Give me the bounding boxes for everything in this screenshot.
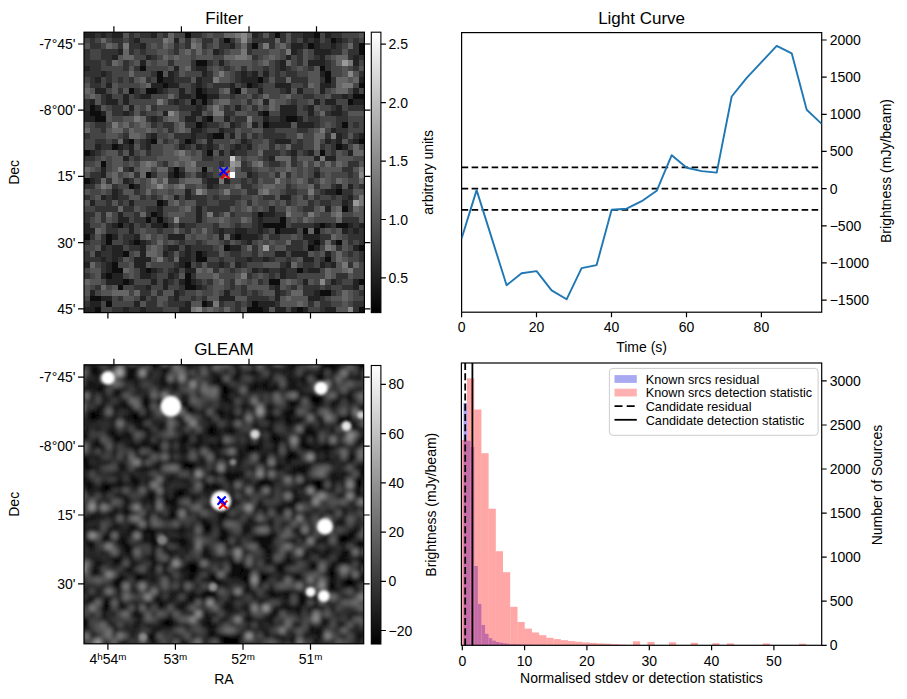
- svg-text:45': 45': [57, 301, 75, 317]
- svg-text:15': 15': [57, 507, 75, 523]
- svg-text:2000: 2000: [830, 32, 861, 48]
- svg-text:Known srcs residual: Known srcs residual: [646, 373, 760, 387]
- svg-text:10: 10: [517, 653, 533, 669]
- svg-text:-7°45': -7°45': [39, 36, 75, 52]
- svg-text:Dec: Dec: [6, 160, 22, 185]
- svg-text:0: 0: [458, 319, 466, 335]
- svg-text:3000: 3000: [830, 373, 861, 389]
- svg-text:1500: 1500: [830, 505, 861, 521]
- svg-text:0: 0: [389, 573, 397, 589]
- svg-text:Time (s): Time (s): [616, 339, 667, 355]
- svg-text:1000: 1000: [830, 106, 861, 122]
- svg-text:40: 40: [704, 653, 720, 669]
- svg-text:RA: RA: [214, 671, 234, 687]
- svg-text:Candidate detection statistic: Candidate detection statistic: [646, 414, 805, 428]
- svg-text:2.0: 2.0: [389, 95, 409, 111]
- svg-text:arbitrary units: arbitrary units: [421, 130, 437, 215]
- svg-text:0: 0: [458, 653, 466, 669]
- svg-text:1500: 1500: [830, 69, 861, 85]
- svg-text:−500: −500: [830, 218, 862, 234]
- svg-text:2.5: 2.5: [389, 36, 409, 52]
- svg-text:2000: 2000: [830, 461, 861, 477]
- svg-text:0.5: 0.5: [389, 270, 409, 286]
- svg-text:1.5: 1.5: [389, 153, 409, 169]
- svg-text:50: 50: [766, 653, 782, 669]
- svg-text:Number of Sources: Number of Sources: [869, 425, 885, 546]
- svg-text:40: 40: [389, 475, 405, 491]
- svg-text:0: 0: [830, 637, 838, 653]
- svg-text:60: 60: [679, 319, 695, 335]
- svg-text:60: 60: [389, 426, 405, 442]
- svg-text:2500: 2500: [830, 417, 861, 433]
- svg-text:Dec: Dec: [6, 492, 22, 517]
- svg-text:20: 20: [529, 319, 545, 335]
- svg-text:Known srcs detection statistic: Known srcs detection statistic: [646, 386, 813, 400]
- svg-text:30: 30: [642, 653, 658, 669]
- svg-text:Normalised stdev or detection: Normalised stdev or detection statistics: [520, 670, 763, 686]
- svg-text:Brightness (mJy/beam): Brightness (mJy/beam): [423, 433, 439, 577]
- svg-text:0: 0: [830, 181, 838, 197]
- svg-text:Filter: Filter: [205, 9, 243, 28]
- svg-text:20: 20: [579, 653, 595, 669]
- svg-text:30': 30': [57, 576, 75, 592]
- svg-text:-8°00': -8°00': [39, 438, 75, 454]
- svg-text:80: 80: [754, 319, 770, 335]
- svg-text:Brightness (mJy/beam): Brightness (mJy/beam): [878, 99, 894, 243]
- svg-text:−1000: −1000: [830, 255, 870, 271]
- svg-text:500: 500: [830, 593, 854, 609]
- svg-text:1.0: 1.0: [389, 212, 409, 228]
- svg-text:Candidate residual: Candidate residual: [646, 400, 752, 414]
- svg-text:20: 20: [389, 524, 405, 540]
- svg-text:−20: −20: [389, 623, 413, 639]
- svg-text:80: 80: [389, 376, 405, 392]
- svg-text:40: 40: [604, 319, 620, 335]
- svg-text:30': 30': [57, 235, 75, 251]
- svg-text:GLEAM: GLEAM: [194, 340, 254, 359]
- svg-text:500: 500: [830, 143, 854, 159]
- svg-text:1000: 1000: [830, 549, 861, 565]
- svg-text:−1500: −1500: [830, 292, 870, 308]
- svg-text:-8°00': -8°00': [39, 102, 75, 118]
- svg-text:-7°45': -7°45': [39, 369, 75, 385]
- svg-text:Light Curve: Light Curve: [598, 9, 685, 28]
- svg-text:15': 15': [57, 168, 75, 184]
